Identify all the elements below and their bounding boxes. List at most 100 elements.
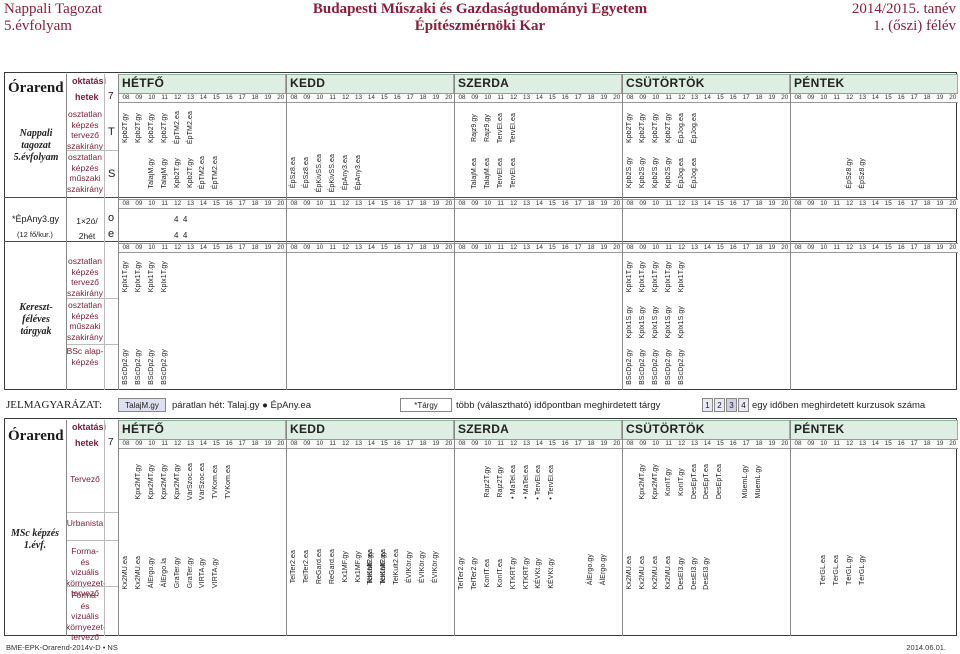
thu3b-course-cell[interactable]: DesEpT.ea xyxy=(714,452,725,512)
wed-T-course-cell[interactable]: Rajz9.gy xyxy=(469,104,480,152)
thu-T-course-cell[interactable]: ÉpJog.ea xyxy=(689,104,700,152)
thu-B2-course-cell[interactable]: BScDp2.gy xyxy=(663,346,674,388)
mon-T-course-cell[interactable]: Kpb2T.gy xyxy=(120,104,131,152)
tue-S-course-cell[interactable]: ÉpAny3.ea xyxy=(340,150,351,196)
mon-S-course-cell[interactable]: ÉpTM2.ea xyxy=(197,150,208,196)
tue3b-course-cell[interactable]: ÉVIKör.gy xyxy=(430,500,441,634)
tue-S-course-cell[interactable]: ÉpKivSS.ea xyxy=(327,150,338,196)
thu-B2-course-cell[interactable]: BScDp2.gy xyxy=(637,346,648,388)
thu-S-course-cell[interactable]: Kpb2S.gy xyxy=(650,150,661,196)
mon-T-course-cell[interactable]: Kpb2T.gy xyxy=(133,104,144,152)
tue3b-course-cell[interactable]: TelKult2.ea xyxy=(365,500,376,634)
thu-B2-course-cell[interactable]: BScDp2.gy xyxy=(650,346,661,388)
wed3b-course-cell[interactable]: • MaTel.ea xyxy=(508,452,519,512)
wed-S-course-cell[interactable]: TervEl.ea xyxy=(495,150,506,196)
tue3b-course-cell[interactable]: TelKult2.ea xyxy=(391,500,402,634)
tue3-course-cell[interactable]: Kx1MF.gy xyxy=(353,500,364,634)
tue3b-course-cell[interactable]: TelKult2.ea xyxy=(378,500,389,634)
thu3-course-cell[interactable]: Kx2MU.ea xyxy=(650,512,661,634)
thu-S-course-cell[interactable]: Kpb2S.gy xyxy=(637,150,648,196)
mon3-course-cell[interactable]: Kx2MU.ea xyxy=(133,512,144,634)
thu3b-course-cell[interactable]: DesEpT.ea xyxy=(689,452,700,512)
thu3-course-cell[interactable]: DesEl3.gy xyxy=(701,512,712,634)
thu-T-course-cell[interactable]: Kpb2T.gy xyxy=(624,104,635,152)
thu-T2-course-cell[interactable]: Kplx1T.gy xyxy=(650,255,661,299)
wed3b-course-cell[interactable]: Rajz2T.gy xyxy=(482,452,493,512)
mon3-course-cell[interactable]: VIRTA.gy xyxy=(197,512,208,634)
thu3b-course-cell[interactable]: KonIT.gy xyxy=(663,452,674,512)
wed3b-course-cell[interactable]: • MaTel.ea xyxy=(521,452,532,512)
wed3-course-cell[interactable]: KÉVKt.gy xyxy=(533,512,544,634)
tue3b-course-cell[interactable]: ÉVIKör.gy xyxy=(404,500,415,634)
thu3b-course-cell[interactable]: DesEpT.ea xyxy=(701,452,712,512)
mon-B2-course-cell[interactable]: BScDp2.gy xyxy=(133,346,144,388)
thu3-course-cell[interactable]: DesEl3.gy xyxy=(689,512,700,634)
tue3-course-cell[interactable]: Kx1MF.gy xyxy=(340,500,351,634)
thu-T-course-cell[interactable]: Kpb2T.gy xyxy=(663,104,674,152)
fri3-course-cell[interactable]: TérGL.gy xyxy=(857,540,868,600)
fri-S-course-cell[interactable]: ÉpSz8.gy xyxy=(857,150,868,196)
thu-B2-course-cell[interactable]: BScDp2.gy xyxy=(624,346,635,388)
wed3-course-cell[interactable]: KTKRT.gy xyxy=(508,512,519,634)
wed3b-course-cell[interactable]: Rajz2T.gy xyxy=(495,452,506,512)
mon3b-course-cell[interactable]: VárSzoc.ea xyxy=(185,452,196,512)
thu-B2-course-cell[interactable]: BScDp2.gy xyxy=(676,346,687,388)
wed3-course-cell[interactable]: KonIT.ea xyxy=(495,512,506,634)
mon-T-course-cell[interactable]: Kpb2T.gy xyxy=(146,104,157,152)
fri3-course-cell[interactable]: TérGL.ea xyxy=(831,540,842,600)
fri-S-course-cell[interactable]: ÉpSz8.gy xyxy=(844,150,855,196)
mon-B2-course-cell[interactable]: BScDp2.gy xyxy=(159,346,170,388)
tue-S-course-cell[interactable]: ÉpSz8.ea xyxy=(301,150,312,196)
tue3-course-cell[interactable]: ReGard.ea xyxy=(327,500,338,634)
thu-S-course-cell[interactable]: ÉpJog.ea xyxy=(676,150,687,196)
thu-S2-course-cell[interactable]: Kplx1S.gy xyxy=(624,300,635,344)
wed3b-course-cell[interactable]: • TervEl.ea xyxy=(533,452,544,512)
mon3-course-cell[interactable]: ÁlErgo.gy xyxy=(146,512,157,634)
thu-T2-course-cell[interactable]: Kplx1T.gy xyxy=(676,255,687,299)
wed3c-course-cell[interactable]: ÁlErgo.gy xyxy=(585,540,596,600)
thu-S2-course-cell[interactable]: Kplx1S.gy xyxy=(650,300,661,344)
thu-T2-course-cell[interactable]: Kplx1T.gy xyxy=(637,255,648,299)
thu-T2-course-cell[interactable]: Kplx1T.gy xyxy=(624,255,635,299)
mon3b-course-cell[interactable]: Kpx2MT.gy xyxy=(133,452,144,512)
mon3-course-cell[interactable]: VIRTA.gy xyxy=(210,512,221,634)
mon-S-course-cell[interactable]: TalajM.gy xyxy=(159,150,170,196)
mon-T-course-cell[interactable]: Kpb2T.gy xyxy=(159,104,170,152)
mon-B2-course-cell[interactable]: BScDp2.gy xyxy=(120,346,131,388)
thu3c-course-cell[interactable]: MüemL.gy xyxy=(753,452,764,512)
thu3b-course-cell[interactable]: Kpx2MT.gy xyxy=(637,452,648,512)
thu-S2-course-cell[interactable]: Kplx1S.gy xyxy=(663,300,674,344)
tue-S-course-cell[interactable]: ÉpAny3.ea xyxy=(353,150,364,196)
wed-T-course-cell[interactable]: TervEl.ea xyxy=(508,104,519,152)
tue3-course-cell[interactable]: TelTer2.ea xyxy=(301,500,312,634)
mon-S-course-cell[interactable]: ÉpTM2.ea xyxy=(210,150,221,196)
mon-S-course-cell[interactable]: Kpb2T.gy xyxy=(185,150,196,196)
mon3-course-cell[interactable]: GraTer.gy xyxy=(185,512,196,634)
wed-S-course-cell[interactable]: TalajM.ea xyxy=(469,150,480,196)
mon3b-course-cell[interactable]: TVKom.ea xyxy=(210,452,221,512)
thu-S-course-cell[interactable]: Kpb2S.gy xyxy=(624,150,635,196)
wed3c-course-cell[interactable]: ÁlErgo.gy xyxy=(598,540,609,600)
fri3-course-cell[interactable]: TérGL.ea xyxy=(818,540,829,600)
wed3-course-cell[interactable]: KTKRT.gy xyxy=(521,512,532,634)
thu3-course-cell[interactable]: Kx2MU.ea xyxy=(637,512,648,634)
wed3-course-cell[interactable]: TelTer2.gy xyxy=(469,512,480,634)
wed-T-course-cell[interactable]: Rajz9.gy xyxy=(482,104,493,152)
tue-S-course-cell[interactable]: ÉpKivSS.ea xyxy=(314,150,325,196)
mon-T2-course-cell[interactable]: Kplx1T.gy xyxy=(146,255,157,299)
thu3b-course-cell[interactable]: Kpx2MT.gy xyxy=(650,452,661,512)
thu-S-course-cell[interactable]: Kpb2S.gy xyxy=(663,150,674,196)
thu-S2-course-cell[interactable]: Kplx1S.gy xyxy=(676,300,687,344)
tue-S-course-cell[interactable]: ÉpSz8.ea xyxy=(288,150,299,196)
wed3b-course-cell[interactable]: • TervEl.ea xyxy=(546,452,557,512)
mon3b-course-cell[interactable]: Kpx2MT.gy xyxy=(146,452,157,512)
wed3-course-cell[interactable]: KÉVKt.gy xyxy=(546,512,557,634)
thu-S2-course-cell[interactable]: Kplx1S.gy xyxy=(637,300,648,344)
thu3-course-cell[interactable]: Kx2MU.ea xyxy=(663,512,674,634)
mon-T-course-cell[interactable]: ÉpTM2.ea xyxy=(172,104,183,152)
tue3b-course-cell[interactable]: ÉVIKör.gy xyxy=(417,500,428,634)
thu-S-course-cell[interactable]: ÉpJog.ea xyxy=(689,150,700,196)
thu3c-course-cell[interactable]: MüemL.gy xyxy=(740,452,751,512)
mon-B2-course-cell[interactable]: BScDp2.gy xyxy=(146,346,157,388)
mon-S-course-cell[interactable]: Kpb2T.gy xyxy=(172,150,183,196)
